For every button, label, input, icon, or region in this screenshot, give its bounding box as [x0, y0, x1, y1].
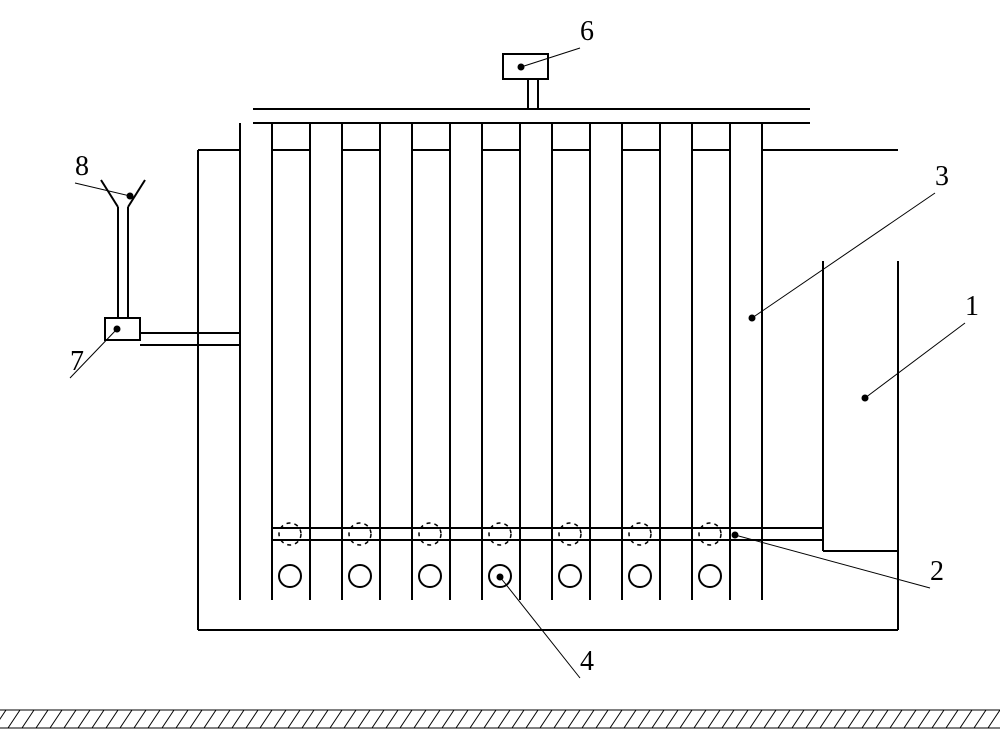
label-4: 4 [580, 646, 594, 677]
label-8: 8 [75, 151, 89, 182]
label-3: 3 [935, 161, 949, 192]
label-7: 7 [70, 346, 84, 377]
label-1: 1 [965, 291, 979, 322]
label-6: 6 [580, 16, 594, 47]
label-2: 2 [930, 556, 944, 587]
